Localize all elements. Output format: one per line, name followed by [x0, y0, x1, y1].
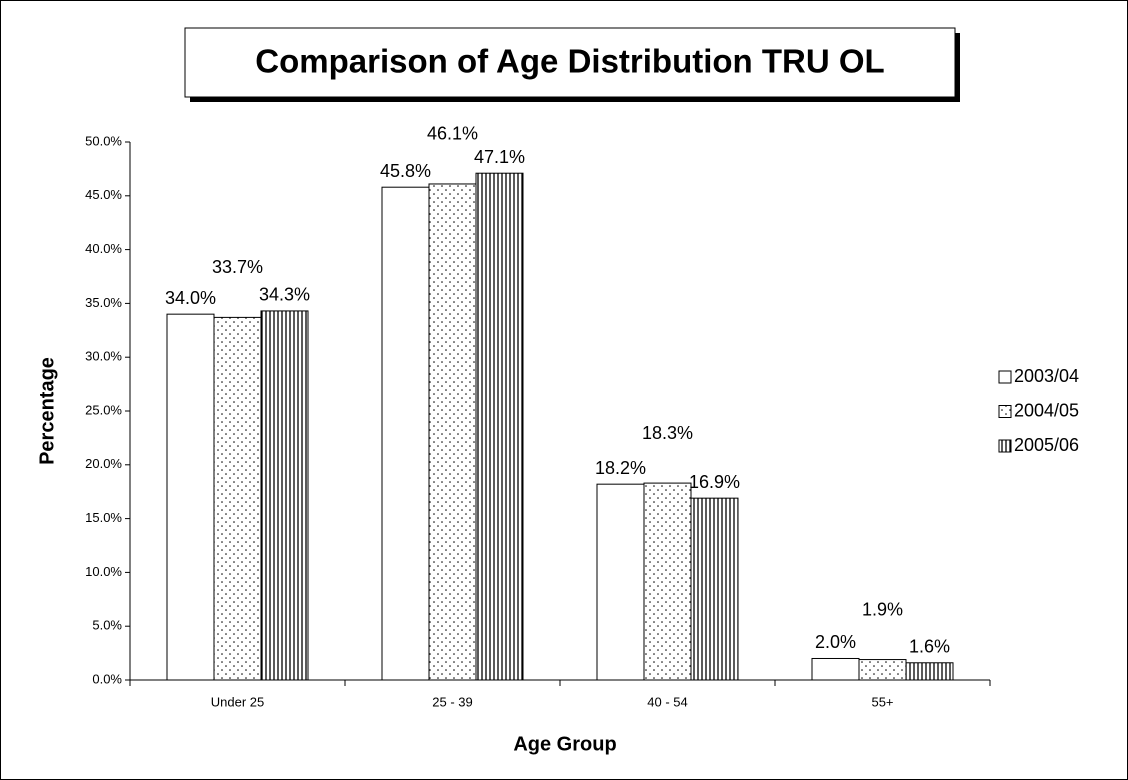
- bar: [428, 183, 477, 681]
- value-label: 18.2%: [595, 458, 646, 478]
- y-axis-label: Percentage: [36, 357, 58, 465]
- bar: [811, 657, 860, 681]
- y-tick-label: 5.0%: [92, 618, 122, 633]
- y-tick-label: 0.0%: [92, 671, 122, 686]
- y-tick-label: 35.0%: [85, 295, 122, 310]
- bar: [596, 483, 645, 681]
- legend-label: 2005/06: [1014, 435, 1079, 455]
- value-label: 16.9%: [689, 472, 740, 492]
- x-tick-label: 55+: [871, 694, 893, 709]
- legend-swatch: [998, 439, 1012, 453]
- value-label: 47.1%: [474, 147, 525, 167]
- y-tick-label: 25.0%: [85, 402, 122, 417]
- value-label: 2.0%: [815, 632, 856, 652]
- legend-label: 2003/04: [1014, 366, 1079, 386]
- x-tick-label: 25 - 39: [432, 694, 472, 709]
- value-label: 1.9%: [862, 599, 903, 619]
- y-tick-label: 50.0%: [85, 133, 122, 148]
- y-tick-label: 30.0%: [85, 349, 122, 364]
- bar: [858, 659, 907, 681]
- x-axis-label: Age Group: [513, 733, 616, 755]
- bar: [381, 186, 430, 681]
- value-label: 45.8%: [380, 161, 431, 181]
- bar: [690, 497, 739, 681]
- chart-title: Comparison of Age Distribution TRU OL: [255, 43, 884, 80]
- bar: [643, 482, 692, 681]
- legend-swatch: [998, 405, 1012, 418]
- bar: [260, 310, 309, 681]
- value-label: 18.3%: [642, 423, 693, 443]
- x-tick-label: 40 - 54: [647, 694, 687, 709]
- x-tick-label: Under 25: [211, 694, 264, 709]
- legend-swatch: [998, 370, 1012, 384]
- legend-label: 2004/05: [1014, 400, 1079, 420]
- value-label: 1.6%: [909, 637, 950, 657]
- y-tick-label: 10.0%: [85, 564, 122, 579]
- value-label: 33.7%: [212, 257, 263, 277]
- value-label: 46.1%: [427, 124, 478, 144]
- y-tick-label: 20.0%: [85, 456, 122, 471]
- y-tick-label: 40.0%: [85, 241, 122, 256]
- y-tick-label: 15.0%: [85, 510, 122, 525]
- bar: [213, 316, 262, 681]
- value-label: 34.0%: [165, 288, 216, 308]
- title-box: [184, 27, 956, 98]
- value-label: 34.3%: [259, 285, 310, 305]
- bar: [166, 313, 215, 681]
- bar: [475, 172, 524, 681]
- bar: [905, 662, 954, 681]
- y-tick-label: 45.0%: [85, 187, 122, 202]
